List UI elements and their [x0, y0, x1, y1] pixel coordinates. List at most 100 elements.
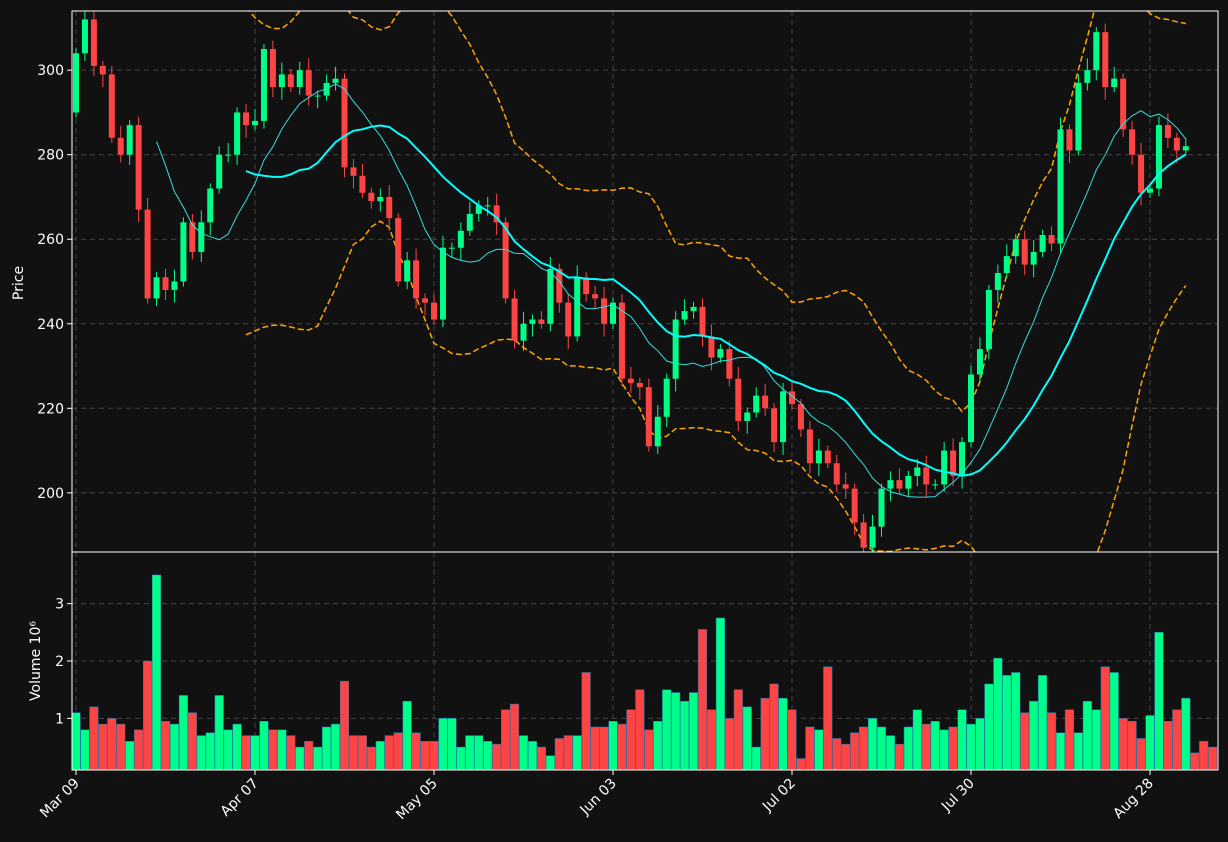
candle-body	[869, 526, 876, 548]
candle-body	[1066, 129, 1073, 151]
volume-bar	[805, 726, 815, 770]
volume-bar	[1145, 715, 1155, 770]
price-y-ticks: 200 220 240 260 280 300	[37, 63, 72, 502]
candle-body	[305, 70, 312, 96]
candle-body	[252, 120, 258, 126]
volume-bar	[116, 723, 126, 770]
candle-body	[1093, 32, 1100, 71]
volume-bar	[868, 718, 878, 770]
volume-bar	[1118, 718, 1128, 770]
candle-body	[117, 137, 124, 155]
volume-bar	[769, 683, 779, 770]
candle-body	[1039, 235, 1046, 252]
volume-bar	[706, 709, 717, 770]
candle-body	[1111, 78, 1118, 88]
volume-bar	[98, 723, 108, 770]
volume-bar	[393, 732, 403, 770]
candle-body	[726, 349, 733, 379]
candle-body	[502, 222, 509, 299]
candle-body	[690, 306, 697, 312]
candle-body	[1084, 70, 1091, 83]
volume-bar	[169, 723, 179, 770]
candle-body	[520, 323, 527, 341]
candle-body	[1021, 239, 1028, 265]
candle-body	[1155, 125, 1162, 189]
volume-bar	[948, 726, 958, 770]
candle-body	[985, 289, 992, 350]
candle-body	[162, 277, 169, 290]
candle-body	[994, 273, 1001, 290]
volume-bar	[72, 712, 81, 770]
volume-bar	[205, 732, 215, 770]
volume-bar	[1064, 709, 1075, 770]
candle-body	[905, 475, 912, 489]
candle-body	[332, 78, 339, 83]
candle-body	[762, 395, 769, 409]
volume-bar	[331, 723, 341, 770]
price-axis-label: Price	[11, 266, 27, 300]
volume-bar	[590, 726, 600, 770]
candle-body	[1120, 78, 1127, 130]
volume-bar	[196, 735, 206, 770]
volume-bar	[357, 735, 367, 770]
upper-band-line	[248, 11, 1186, 413]
volume-bar	[1109, 672, 1119, 770]
volume-bar	[966, 723, 976, 770]
volume-bar	[841, 743, 851, 770]
volume-bar	[617, 723, 627, 770]
volume-bar	[724, 718, 734, 770]
volume-bar	[527, 741, 538, 770]
candle-body	[386, 196, 393, 219]
candle-body	[860, 522, 867, 548]
ma-fast-line	[156, 83, 1187, 498]
volume-bar	[223, 729, 233, 770]
price-tick-label: 240	[37, 317, 64, 333]
volume-bar	[823, 666, 833, 770]
volume-bar	[1136, 738, 1146, 770]
volume-bar	[984, 683, 994, 770]
volume-bar	[545, 755, 555, 770]
volume-bar	[903, 726, 913, 770]
volume-bar	[384, 735, 394, 770]
candle-body	[431, 302, 437, 320]
volume-bar	[1020, 712, 1030, 770]
candle-body	[484, 205, 491, 207]
candle-body	[797, 404, 804, 430]
volume-bar	[402, 700, 412, 770]
volume-bar	[697, 629, 708, 770]
candle-body	[717, 349, 724, 358]
volume-bar	[1082, 700, 1092, 770]
candle-body	[395, 218, 402, 282]
volume-bar	[1154, 632, 1164, 770]
volume-bar	[1002, 675, 1012, 770]
volume-bar	[850, 732, 860, 770]
volume-bar	[653, 720, 663, 770]
candle-body	[708, 336, 715, 358]
volume-bar	[178, 695, 188, 770]
volume-bar	[689, 692, 699, 770]
volume-bar	[214, 695, 224, 770]
volume-bar	[375, 741, 385, 770]
candle-body	[753, 395, 760, 413]
volume-bar	[1055, 732, 1066, 770]
candle-body	[1129, 129, 1136, 155]
candle-body	[744, 412, 751, 421]
candle-body	[350, 167, 357, 176]
volume-bar	[671, 692, 681, 770]
moving-averages	[156, 83, 1187, 498]
volume-bar	[125, 741, 135, 770]
candle-body	[780, 391, 787, 443]
candle-body	[618, 302, 625, 379]
candle-body	[341, 78, 348, 168]
volume-bar	[304, 741, 314, 770]
candle-body	[914, 467, 921, 476]
candle-body	[932, 484, 939, 486]
volume-bar	[295, 746, 305, 770]
ma-slow-line	[245, 124, 1187, 477]
volume-bar	[89, 706, 99, 770]
volume-bar	[80, 729, 90, 770]
price-tick-label: 260	[37, 232, 64, 248]
candle-body	[269, 49, 276, 88]
volume-bar	[420, 741, 430, 770]
candle-body	[1048, 235, 1055, 244]
